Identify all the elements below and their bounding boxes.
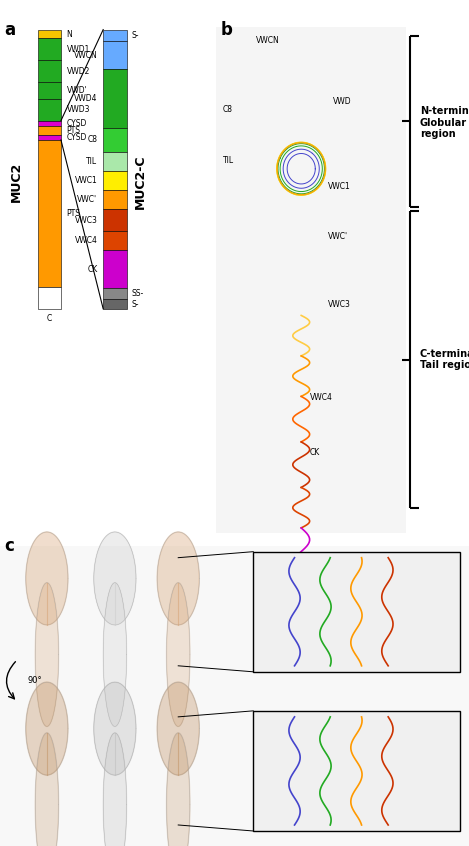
Polygon shape: [166, 733, 190, 846]
Bar: [253, 552, 460, 672]
Text: VWC3: VWC3: [328, 300, 351, 309]
Bar: [38, 82, 61, 99]
Bar: [103, 30, 127, 41]
Text: VWCN: VWCN: [74, 51, 98, 59]
Bar: [38, 99, 61, 121]
Text: S-: S-: [131, 30, 139, 40]
Text: VWD2: VWD2: [67, 67, 90, 76]
Polygon shape: [94, 532, 136, 625]
Bar: [103, 128, 127, 152]
Polygon shape: [35, 733, 59, 846]
Bar: [38, 126, 61, 135]
Text: VWC4: VWC4: [75, 236, 98, 245]
Polygon shape: [166, 583, 190, 727]
Text: VWD1: VWD1: [67, 45, 90, 54]
Text: TIL: TIL: [223, 157, 234, 165]
Polygon shape: [103, 583, 127, 727]
Text: SS-: SS-: [131, 289, 144, 298]
Text: VWC4: VWC4: [310, 393, 333, 402]
Text: CK: CK: [87, 265, 98, 273]
Bar: [38, 121, 61, 126]
Bar: [216, 27, 406, 533]
Bar: [103, 232, 127, 250]
Text: C8: C8: [223, 106, 233, 114]
Text: VWD': VWD': [67, 86, 87, 95]
Text: b: b: [220, 21, 232, 39]
Bar: [38, 38, 61, 60]
Text: MUC2: MUC2: [10, 162, 23, 202]
Bar: [38, 30, 61, 38]
Bar: [0, 546, 469, 846]
Bar: [103, 41, 127, 69]
Text: N-terminal
Globular
region: N-terminal Globular region: [420, 106, 469, 140]
Text: CYSD: CYSD: [67, 133, 87, 142]
Polygon shape: [35, 583, 59, 727]
Text: VWD: VWD: [333, 97, 352, 106]
Text: a: a: [5, 21, 16, 39]
Text: VWC1: VWC1: [328, 182, 351, 190]
Text: VWC1: VWC1: [75, 176, 98, 185]
Bar: [103, 209, 127, 232]
Bar: [103, 171, 127, 190]
Polygon shape: [94, 682, 136, 775]
Bar: [103, 152, 127, 171]
Polygon shape: [157, 532, 199, 625]
Text: VWC3: VWC3: [75, 216, 98, 225]
Text: CYSD: CYSD: [67, 118, 87, 128]
Text: C8: C8: [88, 135, 98, 145]
Bar: [103, 190, 127, 209]
Polygon shape: [26, 532, 68, 625]
Text: N: N: [67, 30, 72, 39]
Text: VWC': VWC': [77, 195, 98, 204]
Text: VWC': VWC': [328, 233, 348, 241]
Bar: [103, 69, 127, 128]
Text: CK: CK: [310, 448, 320, 457]
Bar: [103, 250, 127, 288]
Text: VWD3: VWD3: [67, 105, 90, 114]
Text: MUC2-C: MUC2-C: [134, 155, 147, 209]
Polygon shape: [157, 682, 199, 775]
Text: C-terminal
Tail region: C-terminal Tail region: [420, 349, 469, 371]
Bar: [103, 288, 127, 299]
Polygon shape: [103, 733, 127, 846]
Text: C: C: [46, 314, 52, 323]
Bar: [38, 140, 61, 287]
Text: VWCN: VWCN: [256, 36, 280, 45]
Text: PTS: PTS: [67, 209, 81, 218]
Text: TIL: TIL: [86, 157, 98, 166]
Polygon shape: [26, 682, 68, 775]
Text: S-: S-: [131, 299, 139, 309]
Bar: [38, 287, 61, 309]
Text: VWD4: VWD4: [74, 94, 98, 103]
Bar: [103, 299, 127, 309]
Text: 90°: 90°: [28, 676, 42, 685]
Bar: [38, 135, 61, 140]
Text: c: c: [5, 537, 15, 555]
Bar: [38, 60, 61, 82]
Text: PTS: PTS: [67, 126, 81, 135]
Bar: [253, 711, 460, 831]
